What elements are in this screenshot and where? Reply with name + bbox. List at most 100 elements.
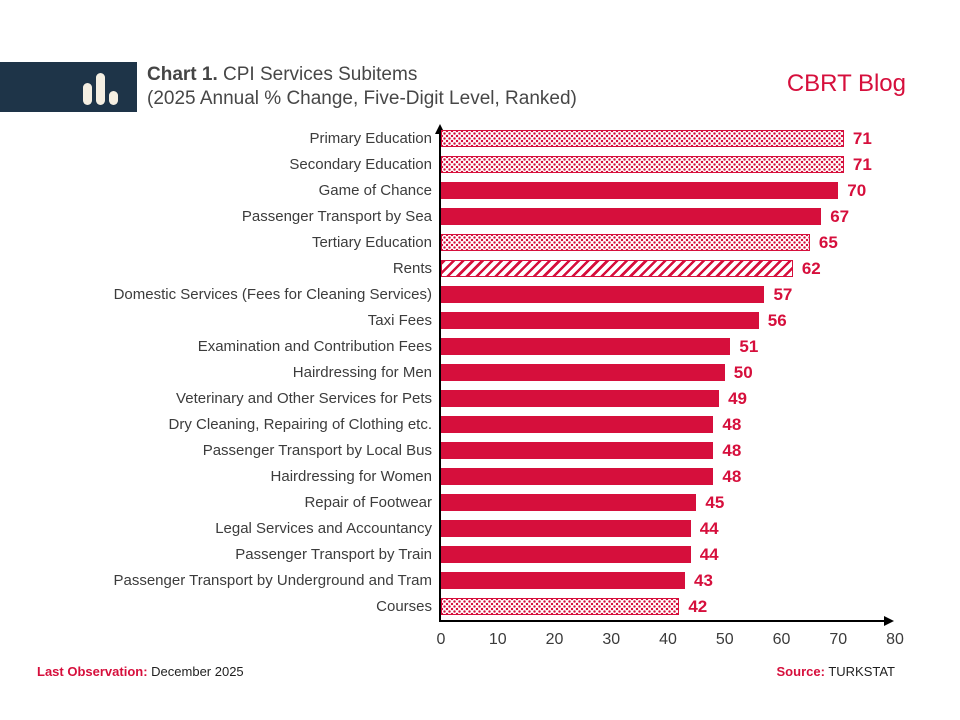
category-label: Primary Education xyxy=(309,129,432,147)
category-label: Game of Chance xyxy=(318,181,432,199)
bar-dots xyxy=(441,598,680,615)
chart-title-block: Chart 1. CPI Services Subitems (2025 Ann… xyxy=(147,63,707,111)
bar-dots xyxy=(441,130,844,147)
y-axis-line xyxy=(439,133,441,622)
source-value: TURKSTAT xyxy=(828,664,895,679)
bar-row: Passenger Transport by Local Bus 48 xyxy=(0,441,960,461)
bar-row: Repair of Footwear 45 xyxy=(0,493,960,513)
bar-dots xyxy=(441,234,810,251)
chart-title: CPI Services Subitems xyxy=(223,64,418,85)
chart-title-line1: Chart 1. CPI Services Subitems xyxy=(147,63,707,87)
x-axis-line xyxy=(439,620,885,622)
bar-hatch xyxy=(441,260,793,277)
category-label: Passenger Transport by Local Bus xyxy=(202,441,432,459)
x-tick-label: 50 xyxy=(715,631,734,648)
category-label: Tertiary Education xyxy=(311,233,432,251)
chart-number: Chart 1. xyxy=(147,64,218,85)
value-label: 49 xyxy=(728,388,747,408)
value-label: 48 xyxy=(722,414,742,434)
category-label: Hairdressing for Women xyxy=(270,467,432,485)
bar-row: Examination and Contribution Fees 51 xyxy=(0,337,960,357)
category-label: Rents xyxy=(392,259,432,277)
bar-row: Passenger Transport by Sea 67 xyxy=(0,207,960,227)
y-axis-arrow-icon xyxy=(434,124,445,134)
bar-solid xyxy=(441,312,759,329)
value-label: 48 xyxy=(722,440,742,460)
category-label: Hairdressing for Men xyxy=(292,363,432,381)
last-observation-label: Last Observation: xyxy=(37,664,148,679)
value-label: 65 xyxy=(818,232,838,252)
category-label: Courses xyxy=(376,597,432,615)
x-tick-label: 10 xyxy=(488,631,507,648)
bar-solid xyxy=(441,572,686,589)
cbrt-logo xyxy=(0,62,137,112)
bar-row: Courses 42 xyxy=(0,597,960,617)
bar-solid xyxy=(441,520,691,537)
value-label: 44 xyxy=(699,518,719,538)
bar-row: Primary Education 71 xyxy=(0,129,960,149)
category-label: Legal Services and Accountancy xyxy=(215,519,432,537)
bar-solid xyxy=(441,442,714,459)
value-label: 71 xyxy=(852,128,872,148)
bar-row: Hairdressing for Women 48 xyxy=(0,467,960,487)
bar-row: Rents 62 xyxy=(0,259,960,279)
category-label: Secondary Education xyxy=(289,155,432,173)
x-axis-arrow-icon xyxy=(884,615,894,626)
bar-row: Dry Cleaning, Repairing of Clothing etc.… xyxy=(0,415,960,435)
value-label: 71 xyxy=(852,154,872,174)
bar-solid xyxy=(441,364,725,381)
bar-row: Legal Services and Accountancy 44 xyxy=(0,519,960,539)
bar-dots xyxy=(441,156,844,173)
bar-solid xyxy=(441,546,691,563)
source-note: Source: TURKSTAT xyxy=(777,664,895,679)
category-label: Examination and Contribution Fees xyxy=(197,337,432,355)
cbrt-blog-brand: CBRT Blog xyxy=(786,70,906,97)
bar-row: Veterinary and Other Services for Pets 49 xyxy=(0,389,960,409)
x-tick-label: 40 xyxy=(659,631,677,648)
x-tick-label: 30 xyxy=(602,631,621,648)
value-label: 57 xyxy=(773,284,793,304)
x-tick-label: 0 xyxy=(436,631,446,648)
category-label: Veterinary and Other Services for Pets xyxy=(176,389,432,407)
bar-row: Passenger Transport by Underground and T… xyxy=(0,571,960,591)
bar-solid xyxy=(441,494,697,511)
bar-solid xyxy=(441,390,720,407)
value-label: 51 xyxy=(739,336,759,356)
bar-row: Domestic Services (Fees for Cleaning Ser… xyxy=(0,285,960,305)
bar-row: Tertiary Education 65 xyxy=(0,233,960,253)
value-label: 43 xyxy=(694,570,713,590)
source-label: Source: xyxy=(776,664,825,679)
bar-solid xyxy=(441,416,714,433)
bar-row: Passenger Transport by Train 44 xyxy=(0,545,960,565)
value-label: 70 xyxy=(847,180,867,200)
value-label: 62 xyxy=(801,258,821,278)
value-label: 44 xyxy=(699,544,719,564)
category-label: Passenger Transport by Underground and T… xyxy=(113,571,432,589)
value-label: 50 xyxy=(733,362,753,382)
x-tick-label: 80 xyxy=(886,631,904,648)
category-label: Repair of Footwear xyxy=(304,493,432,511)
bar-solid xyxy=(441,182,839,199)
bar-solid xyxy=(441,286,765,303)
bar-solid xyxy=(441,208,822,225)
x-tick-label: 20 xyxy=(545,631,564,648)
x-tick-label: 70 xyxy=(829,631,848,648)
chart-subtitle: (2025 Annual % Change, Five-Digit Level,… xyxy=(147,88,577,109)
value-label: 42 xyxy=(688,596,708,616)
category-label: Passenger Transport by Sea xyxy=(241,207,432,225)
bar-solid xyxy=(441,468,714,485)
bar-chart-icon xyxy=(83,69,123,105)
bar-row: Hairdressing for Men 50 xyxy=(0,363,960,383)
category-label: Taxi Fees xyxy=(367,311,432,329)
last-observation-note: Last Observation: December 2025 xyxy=(37,664,244,679)
x-tick-label: 60 xyxy=(772,631,791,648)
bar-row: Secondary Education 71 xyxy=(0,155,960,175)
bar-solid xyxy=(441,338,731,355)
category-label: Domestic Services (Fees for Cleaning Ser… xyxy=(113,285,432,303)
value-label: 45 xyxy=(705,492,725,512)
bar-row: Game of Chance 70 xyxy=(0,181,960,201)
value-label: 48 xyxy=(722,466,742,486)
category-label: Dry Cleaning, Repairing of Clothing etc. xyxy=(168,415,432,433)
value-label: 67 xyxy=(830,206,850,226)
